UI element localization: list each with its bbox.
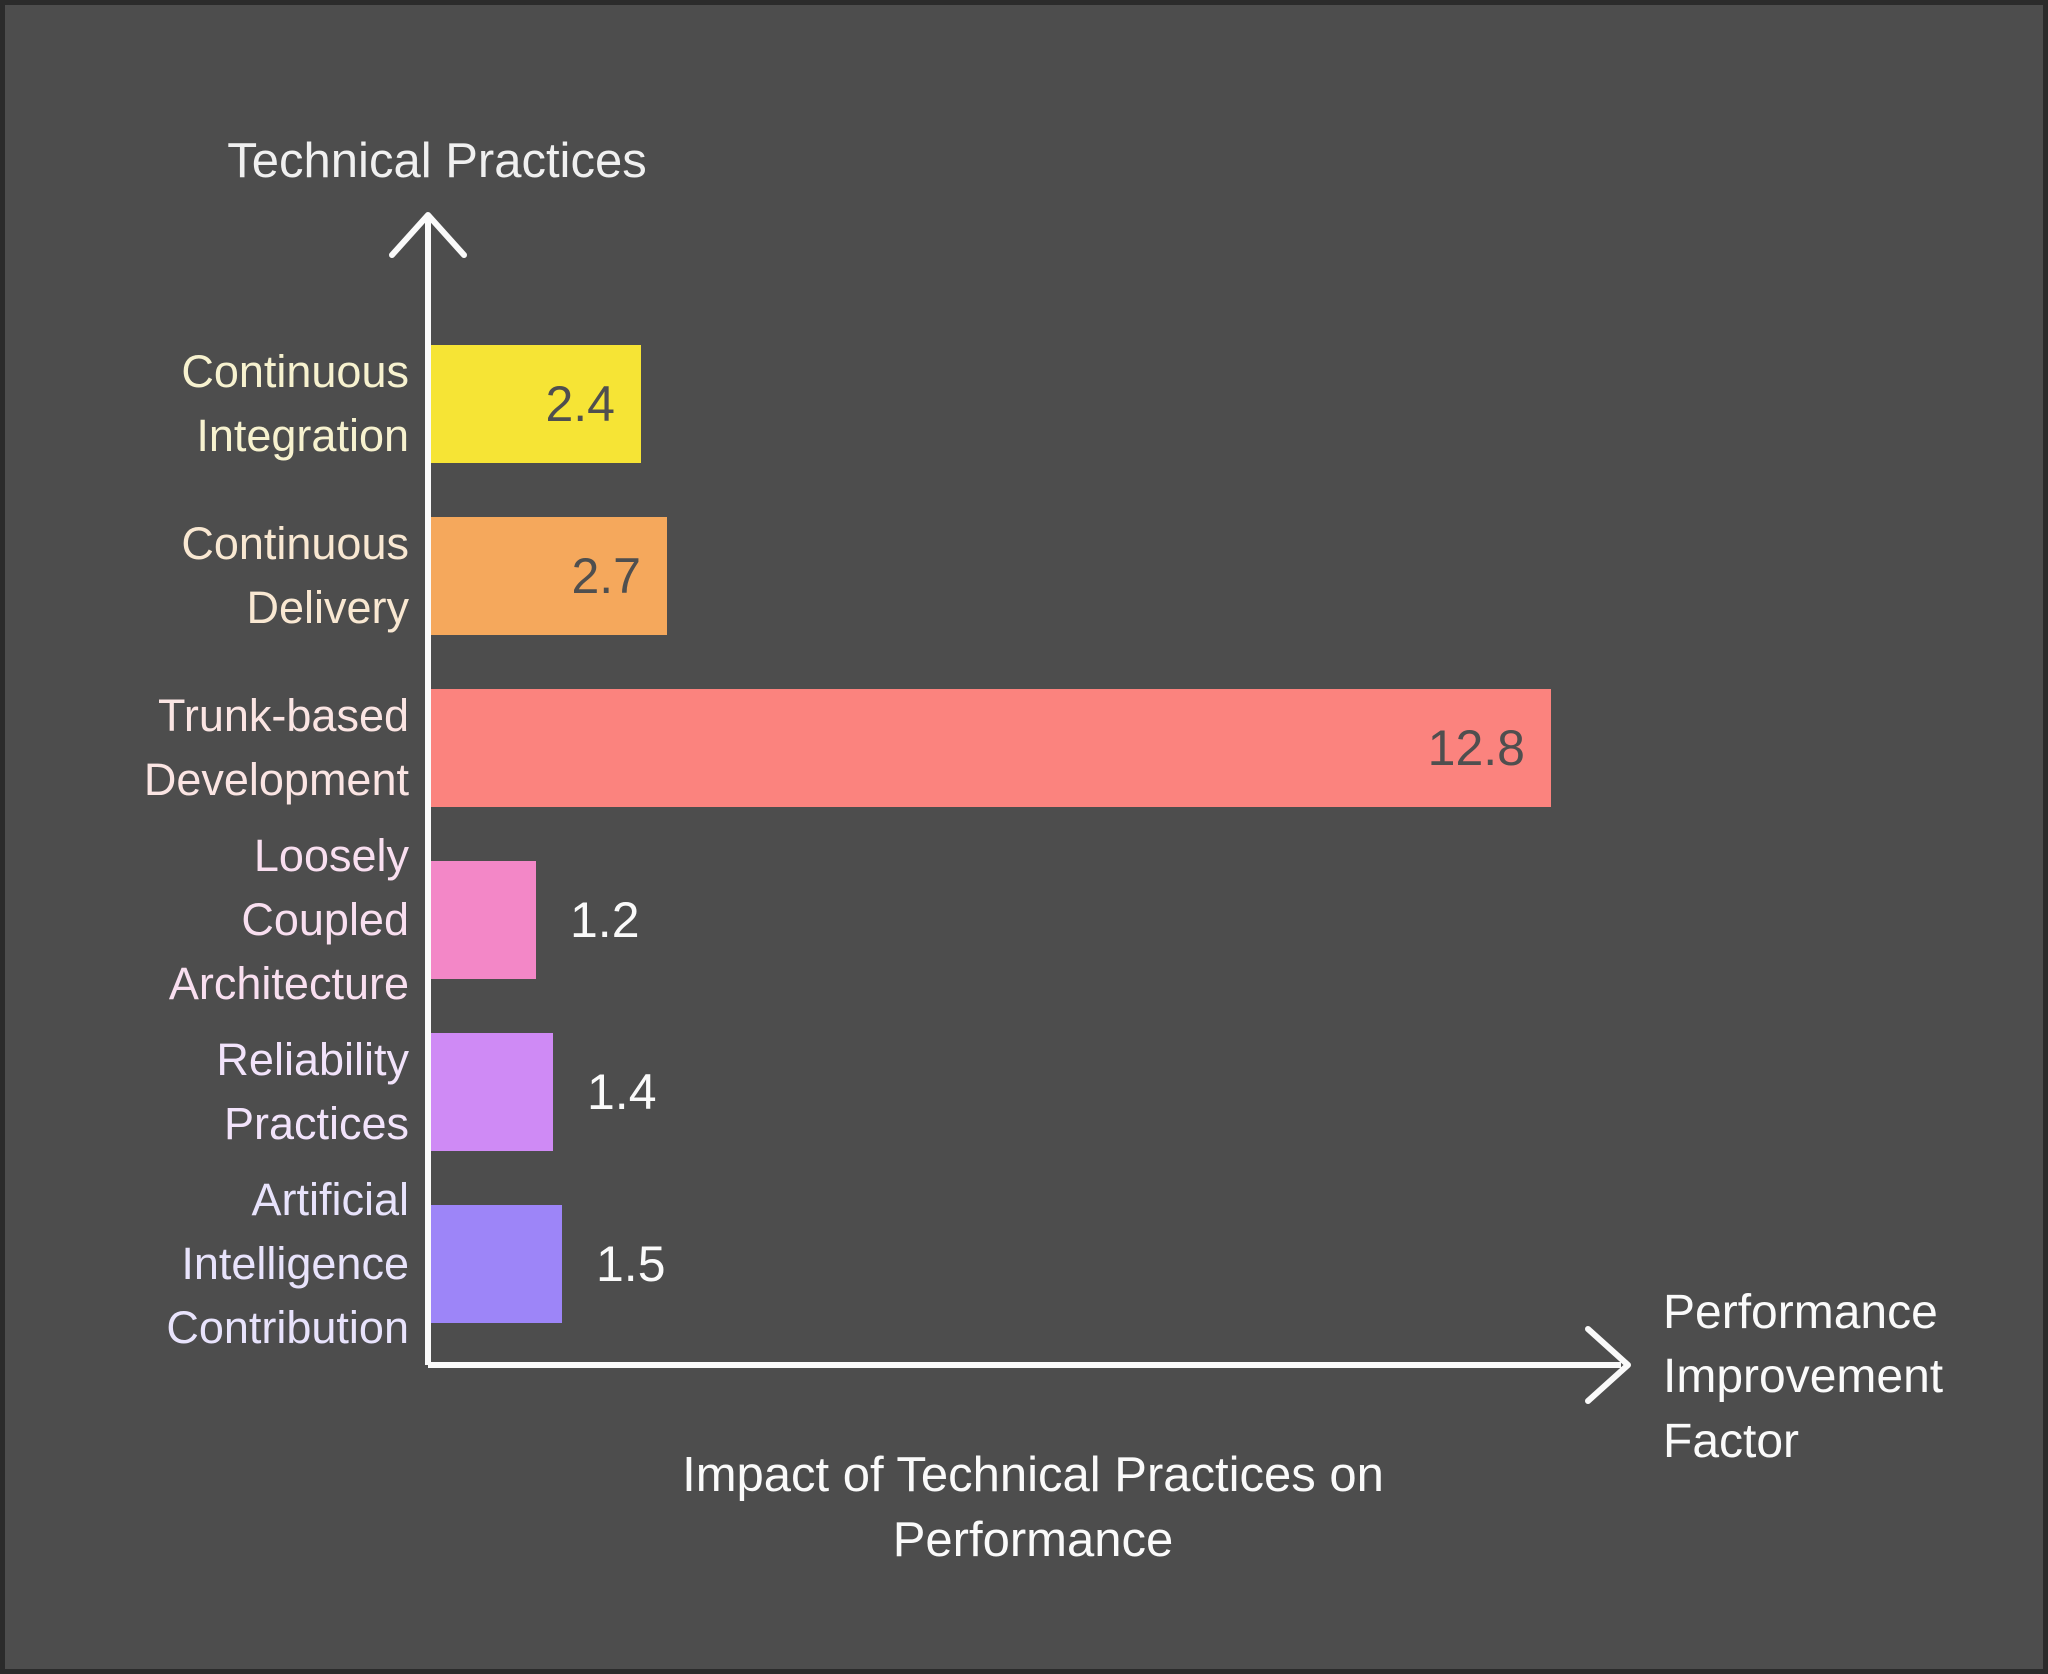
x-axis-title: Performance Improvement Factor xyxy=(1663,1286,1944,1468)
bar xyxy=(431,861,536,979)
bar xyxy=(431,1033,553,1151)
bar-row: Continuous Integration 2.4 xyxy=(5,345,2043,463)
bar: 12.8 xyxy=(431,689,1551,807)
y-axis-title: Technical Practices xyxy=(227,134,647,188)
x-axis-arrow-icon xyxy=(1585,1326,1631,1404)
category-label: Trunk-based Development xyxy=(143,690,409,805)
bar-row: Trunk-based Development 12.8 xyxy=(5,689,2043,807)
value-label: 2.7 xyxy=(571,548,641,604)
category-label: Artificial Intelligence Contribution xyxy=(166,1174,409,1353)
value-label: 2.4 xyxy=(545,376,615,432)
bar xyxy=(431,1205,562,1323)
value-label: 1.2 xyxy=(570,892,640,948)
value-label: 12.8 xyxy=(1427,720,1525,776)
value-label: 1.4 xyxy=(587,1064,657,1120)
bar-row: Loosely Coupled Architecture 1.2 xyxy=(5,830,2043,1009)
plot-area: Continuous Integration 2.4 Continuous De… xyxy=(5,5,2043,1669)
category-label: Continuous Integration xyxy=(181,346,409,461)
bar-row: Artificial Intelligence Contribution 1.5 xyxy=(5,1174,2043,1353)
chart-title: Impact of Technical Practices on Perform… xyxy=(682,1448,1384,1568)
bar: 2.4 xyxy=(431,345,641,463)
category-label: Continuous Delivery xyxy=(181,518,409,633)
axes xyxy=(389,212,1631,1404)
bar: 2.7 xyxy=(431,517,667,635)
category-label: Reliability Practices xyxy=(216,1034,409,1149)
bar-row: Continuous Delivery 2.7 xyxy=(5,517,2043,635)
category-label: Loosely Coupled Architecture xyxy=(168,830,409,1009)
value-label: 1.5 xyxy=(596,1236,666,1292)
bar-row: Reliability Practices 1.4 xyxy=(5,1033,2043,1151)
y-axis-arrow-icon xyxy=(389,212,467,258)
